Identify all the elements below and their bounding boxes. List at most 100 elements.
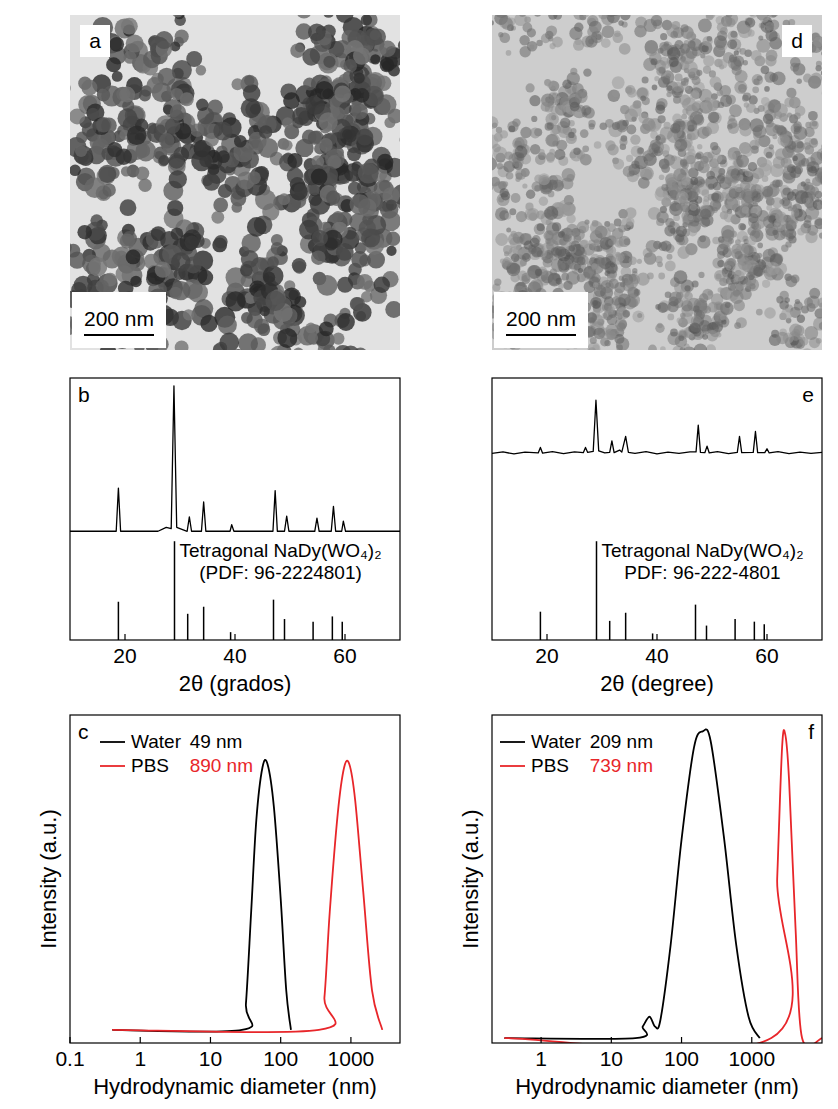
- legend-label: Water: [131, 731, 182, 752]
- tem-particle: [703, 55, 714, 66]
- tem-particle: [594, 239, 600, 245]
- tem-particle: [637, 259, 642, 264]
- tem-particle: [707, 330, 719, 342]
- tem-particle: [364, 28, 382, 46]
- tem-particle: [248, 171, 261, 184]
- tem-particle: [570, 68, 577, 75]
- tem-particle: [196, 65, 206, 75]
- tem-particle: [120, 199, 137, 216]
- x-tick-label: 0.1: [55, 1047, 84, 1070]
- tem-particle: [169, 287, 181, 299]
- tem-particle: [492, 150, 493, 163]
- tem-particle: [303, 78, 316, 91]
- x-tick-label: 60: [333, 644, 356, 667]
- tem-particle: [814, 218, 822, 229]
- tem-particle: [81, 80, 97, 96]
- tem-particle: [167, 200, 183, 216]
- tem-particle: [232, 202, 243, 213]
- tem-particle: [106, 57, 121, 72]
- tem-particle: [334, 86, 351, 103]
- tem-particle: [124, 51, 137, 64]
- tem-particle: [351, 251, 368, 268]
- scale-bar: [84, 334, 154, 336]
- tem-particle: [77, 225, 92, 240]
- tem-particle: [138, 179, 151, 192]
- tem-particle: [681, 24, 689, 32]
- tem-particle: [618, 20, 624, 26]
- x-tick: [124, 634, 125, 640]
- tem-particle: [660, 33, 667, 40]
- tem-particle: [738, 223, 745, 230]
- tem-particle: [247, 217, 267, 237]
- tem-particle: [158, 156, 169, 167]
- tem-image: [492, 15, 822, 350]
- tem-particle: [623, 310, 631, 318]
- tem-particle: [243, 84, 261, 102]
- tem-particle: [259, 125, 272, 138]
- tem-particle: [183, 309, 194, 320]
- tem-particle: [784, 97, 794, 107]
- tem-particle: [308, 333, 318, 343]
- panel-letter-box: [80, 25, 110, 57]
- tem-particle: [638, 177, 650, 189]
- legend-swatch: [100, 765, 125, 767]
- tem-particle: [380, 58, 395, 73]
- tem-particle: [159, 155, 170, 166]
- tem-particle: [558, 205, 570, 217]
- tem-particle: [563, 234, 572, 243]
- tem-particle: [121, 18, 138, 35]
- tem-particle: [384, 117, 395, 128]
- panel-letter: b: [78, 383, 90, 406]
- tem-particle: [374, 277, 390, 293]
- tem-particle: [629, 257, 637, 265]
- tem-particle: [644, 161, 650, 167]
- tem-particle: [112, 71, 123, 82]
- reference-line: [312, 622, 314, 640]
- x-tick-label: 1: [134, 1047, 146, 1070]
- x-tick: [234, 634, 235, 640]
- tem-particle: [500, 130, 508, 138]
- tem-particle: [787, 112, 792, 117]
- tem-particle: [697, 235, 710, 248]
- y-axis-title: Intensity (a.u.): [36, 809, 61, 948]
- tem-particle: [614, 31, 621, 38]
- tem-particle: [706, 344, 716, 350]
- tem-particle: [172, 15, 184, 18]
- tem-particle: [755, 140, 761, 146]
- tem-particle: [661, 241, 672, 252]
- tem-particle: [278, 193, 290, 205]
- tem-particle: [514, 15, 527, 26]
- tem-particle: [271, 242, 284, 255]
- x-tick-label: 40: [223, 644, 246, 667]
- tem-particle: [531, 116, 537, 122]
- tem-particle: [769, 73, 778, 82]
- tem-particle: [602, 25, 615, 38]
- tem-particle: [351, 297, 365, 311]
- x-tick: [280, 1037, 281, 1043]
- tem-particle: [764, 307, 776, 319]
- tem-particle: [581, 105, 591, 115]
- tem-particle: [287, 153, 302, 168]
- tem-particle: [811, 138, 818, 145]
- tem-particle: [400, 132, 401, 148]
- tem-particle: [323, 344, 336, 350]
- tem-particle: [185, 235, 199, 249]
- tem-particle: [708, 290, 713, 295]
- tem-particle: [637, 147, 644, 154]
- tem-particle: [495, 15, 507, 18]
- x-tick: [69, 1037, 70, 1043]
- tem-particle: [801, 181, 806, 186]
- tem-particle: [568, 132, 577, 141]
- tem-particle: [352, 104, 368, 120]
- tem-particle: [551, 115, 556, 120]
- tem-particle: [171, 88, 183, 100]
- reference-label: (PDF: 96-2224801): [199, 562, 362, 583]
- curve-pbs: [112, 761, 382, 1033]
- tem-particle: [238, 333, 258, 350]
- tem-particle: [786, 276, 798, 288]
- tem-particle: [811, 187, 820, 196]
- tem-particle: [625, 207, 636, 218]
- tem-particle: [562, 168, 576, 182]
- tem-particle: [534, 15, 542, 17]
- tem-particle: [769, 144, 774, 149]
